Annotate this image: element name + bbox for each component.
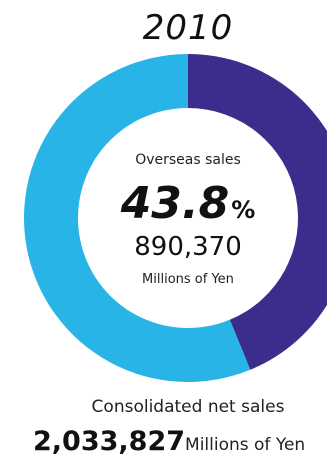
percent-sign: % — [231, 196, 256, 224]
consolidated-net-sales-label: Consolidated net sales — [91, 397, 285, 417]
overseas-sales-label: Overseas sales — [135, 152, 241, 168]
donut-slices — [23, 54, 327, 383]
chart-title: 2010 — [142, 8, 234, 48]
overseas-sales-percent: 43.8% — [88, 176, 288, 232]
consolidated-net-sales-value: 2,033,827 — [33, 426, 186, 457]
consolidated-net-sales: 2,033,827Millions of Yen — [33, 426, 305, 457]
consolidated-net-sales-unit: Millions of Yen — [185, 435, 306, 455]
overseas-sales-percent-value: 43.8 — [120, 178, 230, 229]
overseas-sales-amount: 890,370 — [134, 232, 242, 262]
overseas-sales-amount-unit: Millions of Yen — [142, 272, 234, 287]
donut-slice-remaining — [23, 54, 251, 383]
donut-slice-overseas-sales — [188, 54, 327, 370]
